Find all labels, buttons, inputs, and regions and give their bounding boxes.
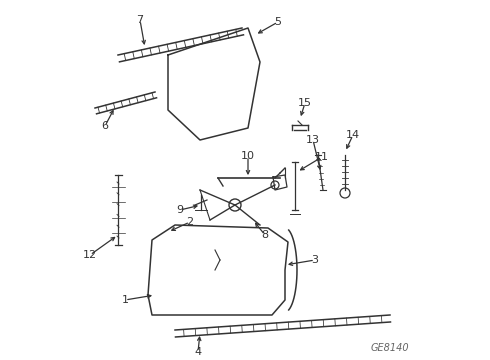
Text: 1: 1 <box>122 295 128 305</box>
Text: 8: 8 <box>262 230 269 240</box>
Text: 6: 6 <box>101 121 108 131</box>
Text: 13: 13 <box>306 135 320 145</box>
Text: 9: 9 <box>176 205 184 215</box>
Text: GE8140: GE8140 <box>371 343 409 353</box>
Text: 7: 7 <box>136 15 144 25</box>
Text: 15: 15 <box>298 98 312 108</box>
Text: 14: 14 <box>346 130 360 140</box>
Text: 11: 11 <box>315 152 329 162</box>
Text: 12: 12 <box>83 250 97 260</box>
Text: 10: 10 <box>241 151 255 161</box>
Text: 2: 2 <box>186 217 194 227</box>
Text: 4: 4 <box>195 347 201 357</box>
Text: 5: 5 <box>274 17 281 27</box>
Text: 3: 3 <box>312 255 318 265</box>
